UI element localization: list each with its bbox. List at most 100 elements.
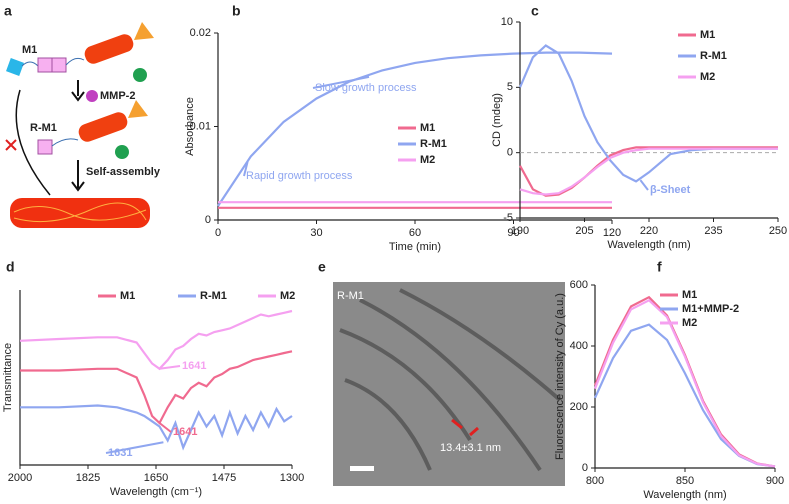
shape xyxy=(133,68,147,82)
chart: f 800 850 900 0 200 400 600 Wavelength (nm) Fluor… xyxy=(554,259,784,501)
annotation: 1641 xyxy=(173,426,197,438)
annotation-arrow xyxy=(312,75,370,89)
x-tick-label: 2000 xyxy=(8,472,32,484)
y-axis-label: CD (mdeg) xyxy=(491,93,503,147)
annotation-arrow xyxy=(105,441,164,454)
x-tick-label: 60 xyxy=(409,227,421,239)
legend-label: M1 xyxy=(700,29,715,41)
annotation: Slow growth process xyxy=(315,82,417,94)
x-tick-label: 30 xyxy=(310,227,322,239)
panel-letter: b xyxy=(232,3,241,19)
panel-letter: a xyxy=(4,3,12,19)
x-tick-label: 1650 xyxy=(144,472,168,484)
shape xyxy=(84,34,134,64)
x-tick-label: 850 xyxy=(676,475,694,487)
shape xyxy=(37,57,53,73)
legend-label: M1+MMP-2 xyxy=(682,303,739,315)
x-tick-label: 235 xyxy=(704,225,722,237)
panel-letter: e xyxy=(318,259,326,275)
annotation-arrow xyxy=(158,422,172,433)
annotation: Rapid growth process xyxy=(246,170,353,182)
arrow xyxy=(15,89,51,196)
shape xyxy=(86,90,98,102)
label: MMP-2 xyxy=(100,90,135,102)
label: M1 xyxy=(22,44,37,56)
series-line xyxy=(20,350,293,425)
series-line xyxy=(518,44,778,183)
fiber xyxy=(10,198,150,228)
shape xyxy=(51,57,67,73)
x-axis-label: Wavelength (nm) xyxy=(607,239,690,251)
label: Self-assembly xyxy=(86,166,161,178)
chart: d 2000 1825 1650 1475 1300 Wavelength (cm⁻¹) Tr… xyxy=(2,259,304,498)
x-tick-label: 90 xyxy=(507,227,519,239)
y-axis-label: Fluorescence intensity of Cy (a.u.) xyxy=(554,293,566,460)
y-axis-label: Absorbance xyxy=(184,97,196,156)
y-tick-label: 0.02 xyxy=(190,27,211,39)
shape xyxy=(37,139,53,155)
x-tick-label: 1475 xyxy=(212,472,236,484)
panel-letter: f xyxy=(657,259,662,275)
legend-label: M2 xyxy=(700,71,715,83)
schematic: a M1 MMP-2 R-M1 Self-assembly xyxy=(4,3,161,228)
x-tick-label: 190 xyxy=(511,225,529,237)
series-line xyxy=(519,146,778,197)
legend-label: M1 xyxy=(120,290,135,302)
shape xyxy=(128,100,148,118)
shape xyxy=(6,58,24,76)
label: R-M1 xyxy=(30,122,57,134)
x-tick-label: 205 xyxy=(575,225,593,237)
series-line xyxy=(519,147,778,196)
annotation: 1641 xyxy=(182,360,206,372)
legend-label: M2 xyxy=(280,290,295,302)
series-line xyxy=(19,309,293,371)
label: R-M1 xyxy=(337,290,364,302)
shape xyxy=(65,57,85,66)
annotation-arrow xyxy=(639,179,649,191)
series-line xyxy=(217,51,613,207)
fiber xyxy=(339,288,562,472)
x-axis-label: Time (min) xyxy=(389,241,441,253)
x-axis-label: Wavelength (nm) xyxy=(643,489,726,501)
x-axis-label: Wavelength (cm⁻¹) xyxy=(110,486,202,498)
label: 13.4±3.1 nm xyxy=(440,442,501,454)
chart: c 190 205 220 235 250 -5 0 5 10 Wavelength (nm) CD … xyxy=(491,3,787,251)
annotation-arrow xyxy=(159,365,181,370)
annotation-arrow xyxy=(243,161,249,177)
legend-label: M1 xyxy=(682,289,697,301)
shape xyxy=(51,138,79,147)
x-tick-label: 120 xyxy=(603,227,621,239)
annotation: β-Sheet xyxy=(650,184,691,196)
series-line xyxy=(593,323,776,468)
x-tick-label: 900 xyxy=(766,475,784,487)
y-tick-label: 0 xyxy=(507,147,513,159)
tem-image: e R-M1 13.4±3.1 nm xyxy=(318,259,565,486)
scale-bar xyxy=(350,466,374,471)
arrow xyxy=(71,80,85,102)
annotation: 1631 xyxy=(108,447,132,459)
x-tick-label: 1825 xyxy=(76,472,100,484)
chart: b 0 30 60 90 120 0 0.01 0.02 Time (min) Absorbance… xyxy=(184,3,621,253)
legend-label: R-M1 xyxy=(700,50,727,62)
y-tick-label: 0 xyxy=(582,462,588,474)
y-tick-label: 0.01 xyxy=(190,120,211,132)
panel-letter: d xyxy=(6,259,15,275)
y-tick-label: 5 xyxy=(507,81,513,93)
arrow xyxy=(451,418,479,437)
y-tick-label: -5 xyxy=(503,212,513,224)
y-tick-label: 400 xyxy=(570,340,588,352)
shape xyxy=(115,145,129,159)
x-tick-label: 800 xyxy=(586,475,604,487)
cross xyxy=(5,139,17,151)
y-axis-label: Transmittance xyxy=(2,343,14,412)
legend-label: R-M1 xyxy=(200,290,227,302)
legend-label: M2 xyxy=(682,317,697,329)
y-tick-label: 0 xyxy=(205,214,211,226)
axis xyxy=(519,22,778,219)
legend-label: M2 xyxy=(420,154,435,166)
series-line xyxy=(20,404,293,451)
shape xyxy=(21,61,39,67)
legend-label: M1 xyxy=(420,122,435,134)
